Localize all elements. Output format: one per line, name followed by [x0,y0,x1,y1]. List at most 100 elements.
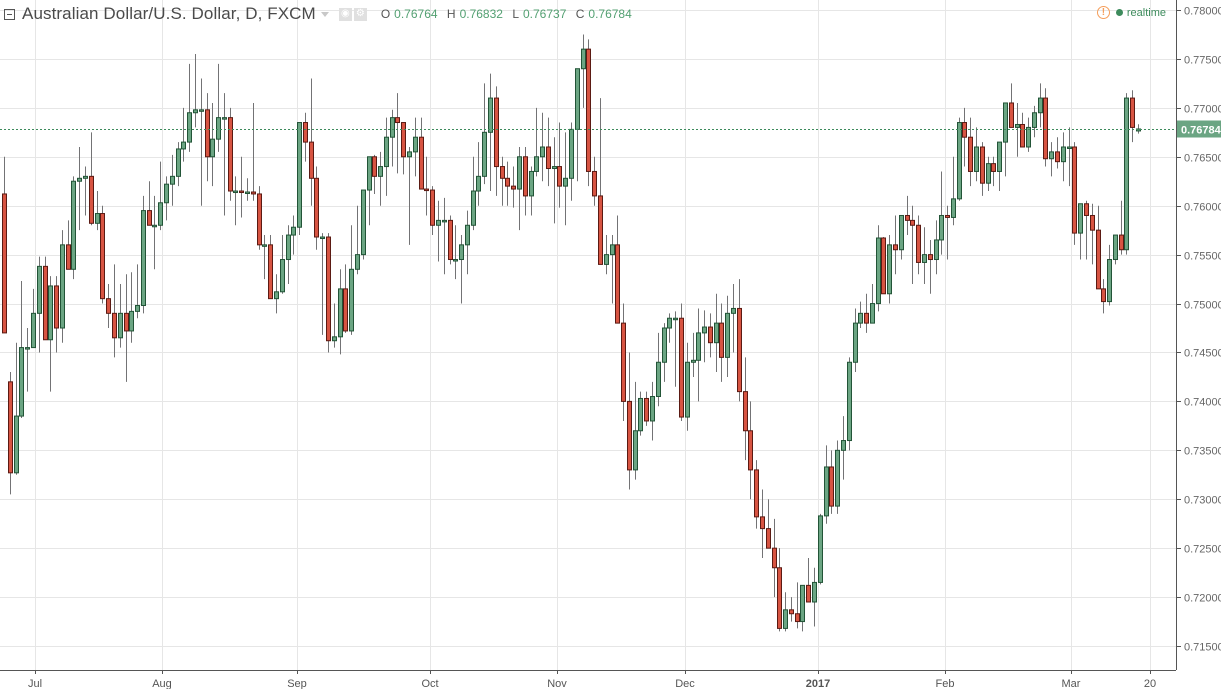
candle-down [268,244,273,300]
candle-down [251,191,256,195]
x-axis-label: Dec [675,678,695,689]
candle-down [1055,151,1060,163]
candle-up [199,109,204,112]
y-axis-label: 0.71500 [1184,642,1221,654]
x-axis-label: 2017 [806,678,830,689]
symbol-title[interactable]: Australian Dollar/U.S. Dollar, D, FXCM [22,4,316,23]
candle-up [517,156,522,190]
candle-up [216,117,221,140]
candle-down [448,219,453,261]
candle-down [303,122,308,143]
candle-up [986,163,991,184]
candle-up [280,259,285,293]
candle-up [193,109,198,114]
candle-up [233,190,238,194]
candle-down [598,195,603,265]
candle-down [205,109,210,158]
candle-up [870,303,875,324]
candle-down [737,307,742,393]
ohlc-values: O 0.76764 H 0.76832 L 0.76737 C 0.76784 [381,7,638,21]
candle-up [71,180,76,270]
candle-up [1124,97,1129,251]
candle-up [482,131,487,177]
candle-up [876,237,881,305]
candle-up [1038,97,1043,114]
candle-up [1113,234,1118,261]
candle-up [951,198,956,218]
collapse-icon[interactable] [4,8,15,20]
candle-up [563,177,568,187]
candle-up [696,332,701,361]
y-axis-label: 0.73500 [1184,446,1221,458]
candle-down [708,326,713,344]
candle-down [500,166,505,179]
candle-down [523,156,528,197]
y-axis-label: 0.74000 [1184,397,1221,409]
candle-up [783,609,788,629]
high-label: H [446,7,456,21]
y-axis-label: 0.75000 [1184,300,1221,312]
open-value: 0.76764 [394,7,438,21]
x-axis-label: Jul [28,678,42,689]
candle-down [1084,203,1089,216]
candle-down [905,214,910,221]
candle-up [1067,146,1072,149]
candle-down [326,236,331,342]
y-axis-label: 0.75500 [1184,251,1221,263]
candle-down [314,177,319,238]
candle-up [361,189,366,256]
warning-icon[interactable]: ! [1096,6,1110,19]
candle-down [505,177,510,187]
x-axis-label: Oct [421,678,438,689]
candle-down [644,397,649,422]
candle-down [430,189,435,226]
candle-up [436,219,441,226]
candle-down [1096,229,1101,290]
eye-icon[interactable]: ◉ [338,7,352,21]
candle-up [818,515,823,583]
candle-up [453,259,458,262]
candle-down [419,136,424,190]
candle-down [66,244,71,270]
gear-icon[interactable]: ⚙ [353,7,367,21]
candle-down [910,219,915,226]
candle-up [210,138,215,158]
candle-up [939,214,944,241]
realtime-status: ! realtime [1096,6,1166,19]
candle-down [112,312,117,339]
dropdown-arrow-icon[interactable] [320,11,329,17]
candle-up [1003,102,1008,143]
candle-up [95,213,100,224]
candle-down [789,609,794,615]
candle-down [806,584,811,603]
candle-down [124,312,129,332]
x-axis-label: 20 [1144,678,1156,689]
candle-down [1072,146,1077,234]
y-axis-label: 0.78000 [1184,6,1221,18]
candle-up [957,122,962,200]
candle-up [390,117,395,138]
candle-up [31,312,36,349]
candle-down [147,210,152,226]
candle-down [546,146,551,170]
candle-up [320,236,325,240]
candle-up [633,430,638,471]
candle-up [667,317,672,329]
candle-up [19,347,24,417]
candle-down [592,170,597,197]
candle-down [916,224,921,263]
x-axis-label: Feb [936,678,955,689]
candle-up [262,244,267,247]
candle-up [974,146,979,172]
candle-down [228,117,233,192]
candle-up [650,396,655,422]
candle-down [43,265,48,341]
candle-down [372,156,377,177]
candle-up [725,312,730,358]
candle-up [569,128,574,179]
candle-up [25,347,30,350]
candle-up [638,397,643,432]
